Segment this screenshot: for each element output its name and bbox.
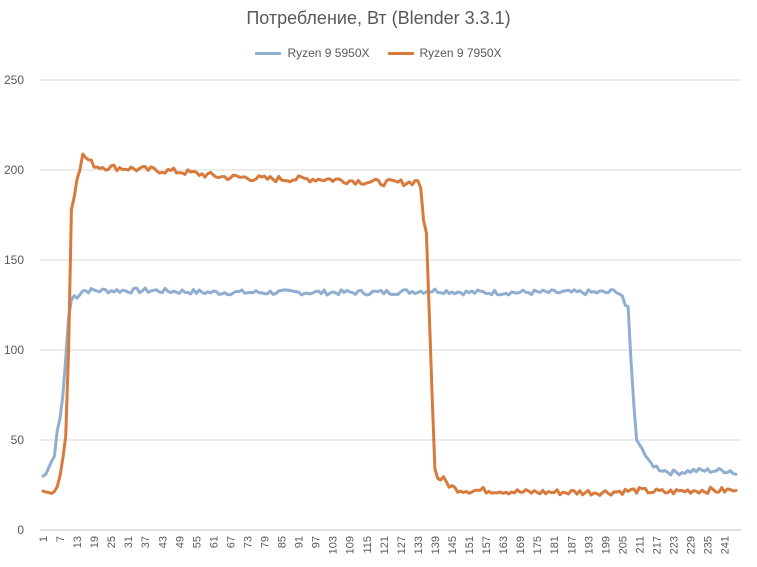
legend-item-ryzen-5950x: Ryzen 9 5950X: [255, 46, 370, 60]
x-tick-label: 115: [362, 536, 374, 554]
series-line-ryzen-9-5950x: [41, 286, 738, 478]
x-tick-label: 91: [294, 536, 306, 548]
x-tick-label: 43: [157, 536, 169, 548]
y-tick-label: 100: [4, 343, 24, 357]
x-tick-label: 25: [106, 536, 118, 548]
legend-item-ryzen-7950x: Ryzen 9 7950X: [387, 46, 502, 60]
legend-swatch-ryzen-7950x: [387, 51, 414, 55]
x-tick-label: 55: [191, 536, 203, 548]
x-tick-label: 205: [617, 536, 629, 554]
x-tick-label: 187: [566, 536, 578, 554]
x-tick-label: 193: [583, 536, 595, 554]
x-tick-label: 103: [328, 536, 340, 554]
y-tick-label: 150: [4, 253, 24, 267]
chart-legend: Ryzen 9 5950X Ryzen 9 7950X: [0, 46, 757, 60]
x-tick-label: 217: [651, 536, 663, 554]
x-tick-label: 67: [225, 536, 237, 548]
x-tick-label: 109: [345, 536, 357, 554]
x-tick-label: 199: [600, 536, 612, 554]
x-tick-label: 163: [498, 536, 510, 554]
x-tick-label: 133: [413, 536, 425, 554]
x-tick-label: 127: [396, 536, 408, 554]
x-tick-label: 97: [311, 536, 323, 548]
x-tick-label: 79: [260, 536, 272, 548]
x-tick-label: 169: [515, 536, 527, 554]
x-tick-label: 211: [634, 536, 646, 554]
x-tick-label: 241: [720, 536, 732, 554]
chart-title: Потребление, Вт (Blender 3.3.1): [246, 8, 511, 28]
x-tick-label: 235: [703, 536, 715, 554]
legend-label-ryzen-7950x: Ryzen 9 7950X: [419, 46, 502, 60]
x-tick-label: 85: [277, 536, 289, 548]
x-tick-label: 181: [549, 536, 561, 554]
legend-swatch-ryzen-5950x: [255, 51, 282, 55]
x-tick-label: 13: [72, 536, 84, 548]
x-tick-label: 223: [669, 536, 681, 554]
x-tick-label: 49: [174, 536, 186, 548]
x-tick-label: 175: [532, 536, 544, 554]
x-tick-label: 31: [123, 536, 135, 548]
y-tick-label: 0: [17, 523, 24, 537]
y-tick-label: 250: [4, 73, 24, 87]
x-tick-label: 73: [242, 536, 254, 548]
x-tick-label: 61: [208, 536, 220, 548]
y-tick-label: 50: [11, 433, 25, 447]
x-tick-label: 1: [38, 536, 50, 542]
x-tick-label: 151: [464, 536, 476, 554]
x-tick-label: 37: [140, 536, 152, 548]
x-tick-label: 19: [89, 536, 101, 548]
x-tick-label: 139: [430, 536, 442, 554]
x-tick-label: 121: [379, 536, 391, 554]
x-tick-label: 229: [686, 536, 698, 554]
x-tick-label: 145: [447, 536, 459, 554]
x-tick-label: 157: [481, 536, 493, 554]
series-line-ryzen-9-7950x: [41, 152, 738, 497]
y-tick-label: 200: [4, 163, 24, 177]
x-tick-label: 7: [55, 536, 67, 542]
legend-label-ryzen-5950x: Ryzen 9 5950X: [287, 46, 370, 60]
